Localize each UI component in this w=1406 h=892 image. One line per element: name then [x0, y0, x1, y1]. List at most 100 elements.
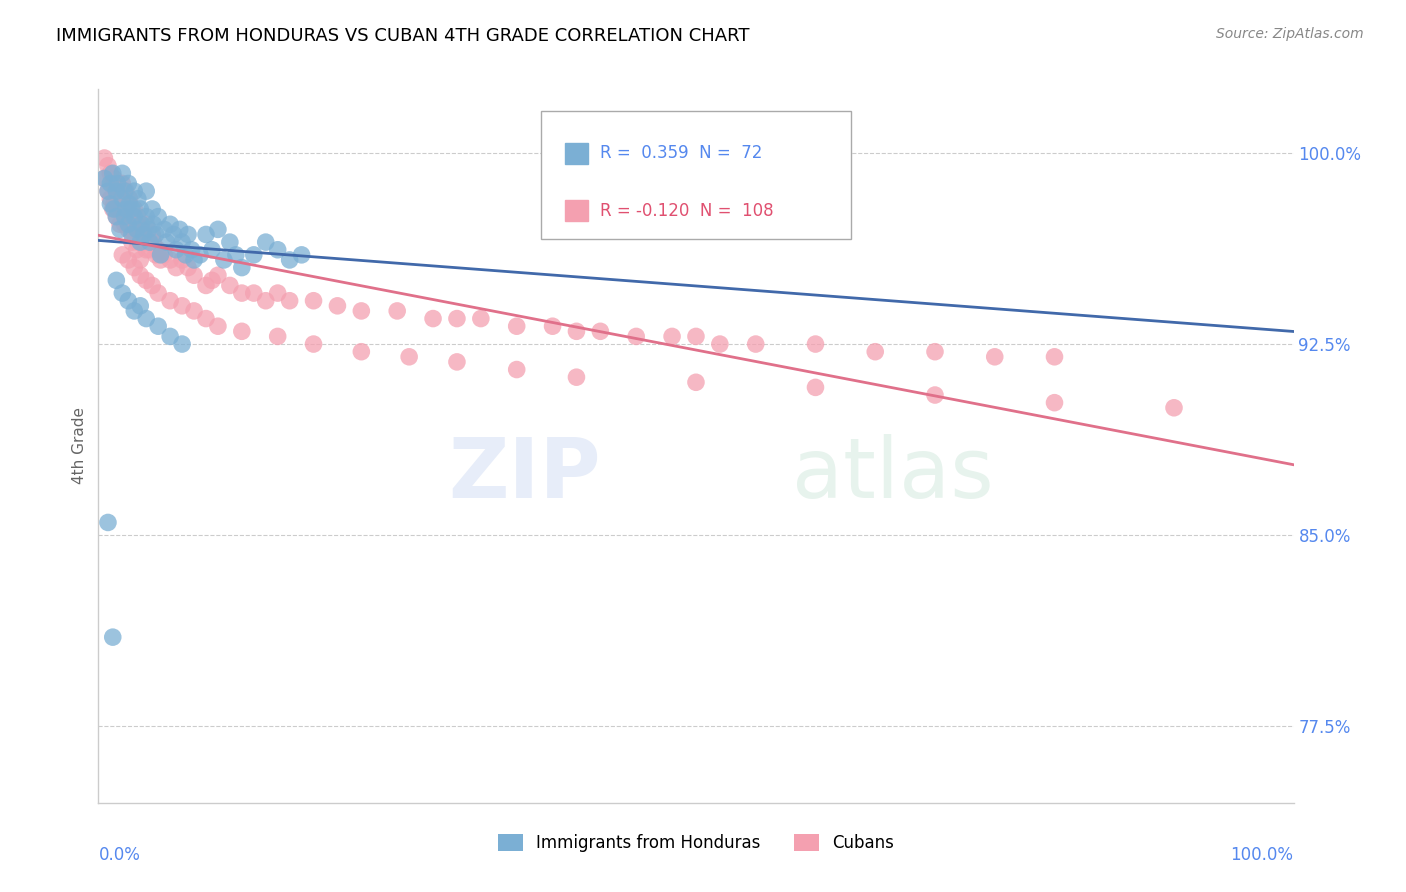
- Point: [254, 235, 277, 249]
- Point: [165, 260, 187, 275]
- Point: [101, 166, 124, 180]
- Point: [267, 243, 290, 257]
- Point: [107, 177, 129, 191]
- Point: [118, 192, 141, 206]
- Point: [149, 248, 172, 262]
- Point: [97, 516, 120, 530]
- Point: [129, 202, 152, 216]
- Point: [111, 202, 134, 216]
- Bar: [565, 200, 589, 221]
- Point: [350, 304, 373, 318]
- Point: [398, 350, 420, 364]
- Point: [111, 192, 134, 206]
- Point: [565, 324, 588, 338]
- Point: [117, 293, 139, 308]
- Point: [127, 235, 149, 249]
- Point: [97, 159, 120, 173]
- Point: [129, 235, 152, 249]
- Text: R =  0.359  N =  72: R = 0.359 N = 72: [600, 145, 762, 162]
- Point: [93, 151, 115, 165]
- Point: [117, 222, 139, 236]
- Point: [105, 184, 128, 198]
- Point: [118, 197, 141, 211]
- Point: [125, 243, 148, 257]
- Point: [201, 243, 224, 257]
- Point: [385, 304, 409, 318]
- Y-axis label: 4th Grade: 4th Grade: [72, 408, 87, 484]
- Point: [135, 311, 157, 326]
- Point: [254, 293, 277, 308]
- Point: [142, 217, 165, 231]
- Point: [1043, 395, 1066, 409]
- Point: [127, 210, 149, 224]
- Point: [132, 227, 155, 242]
- Point: [121, 235, 143, 249]
- Point: [446, 355, 468, 369]
- Point: [804, 337, 827, 351]
- Point: [127, 192, 149, 206]
- Point: [326, 299, 349, 313]
- Point: [97, 184, 120, 198]
- Point: [142, 235, 165, 249]
- Point: [243, 248, 266, 262]
- Point: [661, 329, 683, 343]
- Point: [135, 210, 157, 224]
- Point: [141, 278, 163, 293]
- Point: [132, 227, 155, 242]
- Point: [148, 286, 170, 301]
- Point: [105, 273, 128, 287]
- Point: [153, 222, 176, 236]
- Point: [135, 184, 157, 198]
- Point: [107, 177, 129, 191]
- Point: [422, 311, 444, 326]
- Point: [114, 184, 136, 198]
- Point: [114, 210, 136, 224]
- Point: [124, 202, 146, 216]
- Point: [117, 177, 139, 191]
- Point: [924, 388, 946, 402]
- Point: [865, 344, 887, 359]
- Point: [1043, 350, 1066, 364]
- Point: [98, 192, 122, 206]
- Point: [1163, 401, 1185, 415]
- Bar: [565, 143, 589, 164]
- Point: [169, 222, 191, 236]
- Text: Source: ZipAtlas.com: Source: ZipAtlas.com: [1216, 27, 1364, 41]
- Point: [121, 210, 143, 224]
- Point: [145, 248, 167, 262]
- Text: 100.0%: 100.0%: [1230, 846, 1294, 863]
- Point: [114, 192, 136, 206]
- Point: [302, 337, 325, 351]
- Point: [115, 184, 138, 198]
- Point: [159, 293, 181, 308]
- Point: [101, 202, 124, 216]
- Point: [121, 202, 143, 216]
- Point: [219, 278, 242, 293]
- Point: [111, 166, 134, 180]
- Point: [506, 319, 529, 334]
- Point: [107, 202, 129, 216]
- Point: [745, 337, 768, 351]
- Point: [685, 376, 707, 390]
- Point: [243, 286, 266, 301]
- Point: [207, 319, 229, 334]
- Point: [121, 227, 143, 242]
- Point: [101, 630, 124, 644]
- Point: [177, 260, 200, 275]
- Point: [124, 184, 146, 198]
- Point: [139, 243, 162, 257]
- Point: [97, 184, 120, 198]
- Point: [124, 304, 146, 318]
- Point: [111, 248, 134, 262]
- Point: [195, 227, 218, 242]
- Point: [118, 217, 141, 231]
- Point: [804, 380, 827, 394]
- Point: [105, 184, 128, 198]
- Point: [149, 252, 172, 267]
- Point: [103, 171, 125, 186]
- Point: [117, 252, 139, 267]
- Point: [138, 222, 160, 236]
- Point: [159, 217, 181, 231]
- Point: [159, 252, 181, 267]
- Point: [470, 311, 492, 326]
